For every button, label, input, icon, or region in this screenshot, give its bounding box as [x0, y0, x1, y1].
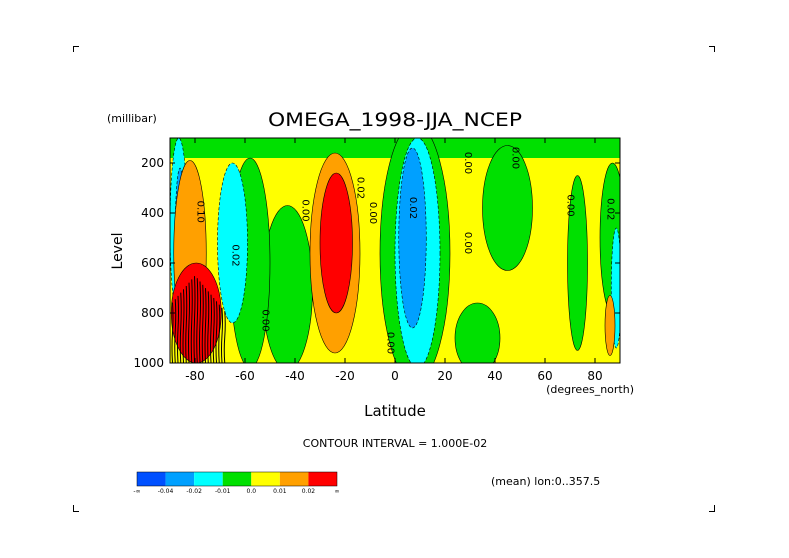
- crop-mark-top-right: [709, 46, 715, 52]
- y-tick-label: 800: [141, 306, 164, 320]
- colorbar-swatch: [251, 472, 280, 486]
- contour-label: 0.00: [385, 332, 396, 354]
- steep-contour-line: [201, 284, 204, 363]
- colorbar-label: 0.02: [302, 488, 316, 495]
- steep-contour-line: [204, 288, 207, 363]
- x-units-label: (degrees_north): [546, 383, 634, 396]
- steep-contour-line: [209, 294, 213, 363]
- contour-label: 0.02: [605, 198, 616, 220]
- plot-area: 0.000.000.020.100.020.000.000.020.00 0.00…: [170, 138, 620, 363]
- contour-label: 0.02: [407, 197, 418, 219]
- colorbar-swatch: [165, 472, 195, 486]
- x-axis: -80 -60 -40 -20 0 20 40 60 80: [185, 138, 603, 383]
- contour-label: 0.00: [462, 232, 473, 254]
- green-region-5: [567, 175, 588, 351]
- crop-mark-bottom-right: [709, 505, 715, 512]
- steep-contour-line: [171, 302, 174, 363]
- colorbar-swatch: [279, 472, 309, 486]
- cyan-region-1: [217, 162, 248, 324]
- x-tick-label: 60: [537, 369, 552, 383]
- steep-contour-line: [198, 281, 202, 363]
- crop-mark-top-left: [73, 46, 79, 52]
- colorbar-label: 0.01: [273, 488, 287, 495]
- x-axis-label: Latitude: [364, 402, 426, 420]
- steep-contour-line: [215, 301, 218, 363]
- steep-contour-line: [176, 295, 180, 363]
- contour-label: 0.10: [195, 201, 206, 223]
- contour-label: 0.00: [565, 194, 576, 216]
- crop-marks: [73, 46, 715, 512]
- y-tick-label: 200: [141, 156, 164, 170]
- steep-contour-line: [212, 297, 215, 363]
- colorbar-swatch: [222, 472, 252, 486]
- red-region-0: [319, 172, 353, 314]
- x-tick-label: -60: [235, 369, 255, 383]
- mean-lon-text: (mean) lon:0..357.5: [491, 475, 600, 488]
- green-region-7: [454, 302, 501, 363]
- x-tick-label: -80: [185, 369, 205, 383]
- colorbar-label: -0.01: [215, 488, 231, 495]
- steep-contour-line: [179, 292, 182, 363]
- y-tick-label: 600: [141, 256, 164, 270]
- y-axis: 200 400 600 800 1000: [133, 156, 620, 370]
- colorbar-label: -0.02: [186, 488, 202, 495]
- colorbar-label: ∞: [335, 488, 340, 495]
- contour-label: 0.02: [230, 244, 241, 266]
- x-tick-label: 40: [487, 369, 502, 383]
- colorbar-swatch: [137, 472, 166, 486]
- steep-contour-line: [187, 282, 191, 363]
- steep-contour-line: [207, 291, 210, 363]
- steep-contour-line: [218, 304, 221, 363]
- green-region-4: [482, 145, 533, 271]
- contour-label: 0.00: [367, 202, 378, 224]
- steep-contour-line: [185, 285, 188, 363]
- colorbar-label: -∞: [133, 488, 140, 495]
- x-tick-label: -40: [285, 369, 305, 383]
- contour-label: 0.00: [260, 309, 271, 331]
- colorbar-swatch: [194, 472, 223, 486]
- contour-label: 0.00: [462, 152, 473, 174]
- contour-labels: 0.000.000.020.100.020.000.000.020.00 0.00…: [195, 147, 616, 354]
- green-region-2: [262, 205, 313, 363]
- chart-title: OMEGA_1998-JJA_NCEP: [268, 109, 522, 131]
- contour-fill-red: [170, 172, 353, 363]
- contour-label: 0.00: [300, 199, 311, 221]
- steep-contour-line: [193, 276, 196, 363]
- x-tick-label: -20: [335, 369, 355, 383]
- steep-contour-line: [174, 299, 177, 363]
- orange-region-2: [604, 295, 616, 356]
- y-tick-label: 1000: [133, 356, 164, 370]
- colorbar-swatch: [308, 472, 337, 486]
- steep-contour-line: [190, 279, 193, 363]
- steep-contour-line: [220, 307, 224, 363]
- x-tick-label: 0: [391, 369, 399, 383]
- colorbar: -∞ -0.04 -0.02 -0.01 0.0 0.01 0.02 ∞: [133, 471, 340, 495]
- colorbar-label: -0.04: [158, 488, 174, 495]
- y-tick-label: 400: [141, 206, 164, 220]
- steep-contour-line: [182, 289, 185, 363]
- contour-label: 0.02: [355, 177, 366, 199]
- x-tick-label: 20: [437, 369, 452, 383]
- contour-interval-text: CONTOUR INTERVAL = 1.000E-02: [303, 437, 487, 450]
- steep-contour-lines: [171, 276, 226, 363]
- blue-region-0: [398, 147, 427, 329]
- colorbar-frame: [136, 471, 338, 487]
- colorbar-label: 0.0: [247, 488, 257, 495]
- y-axis-label: Level: [110, 233, 126, 270]
- contour-label: 0.00: [510, 147, 521, 169]
- steep-contour-line: [196, 278, 199, 363]
- crop-mark-bottom-left: [73, 505, 79, 512]
- x-tick-label: 80: [587, 369, 602, 383]
- steep-contour-line: [223, 311, 226, 363]
- y-units-label: (millibar): [107, 112, 157, 125]
